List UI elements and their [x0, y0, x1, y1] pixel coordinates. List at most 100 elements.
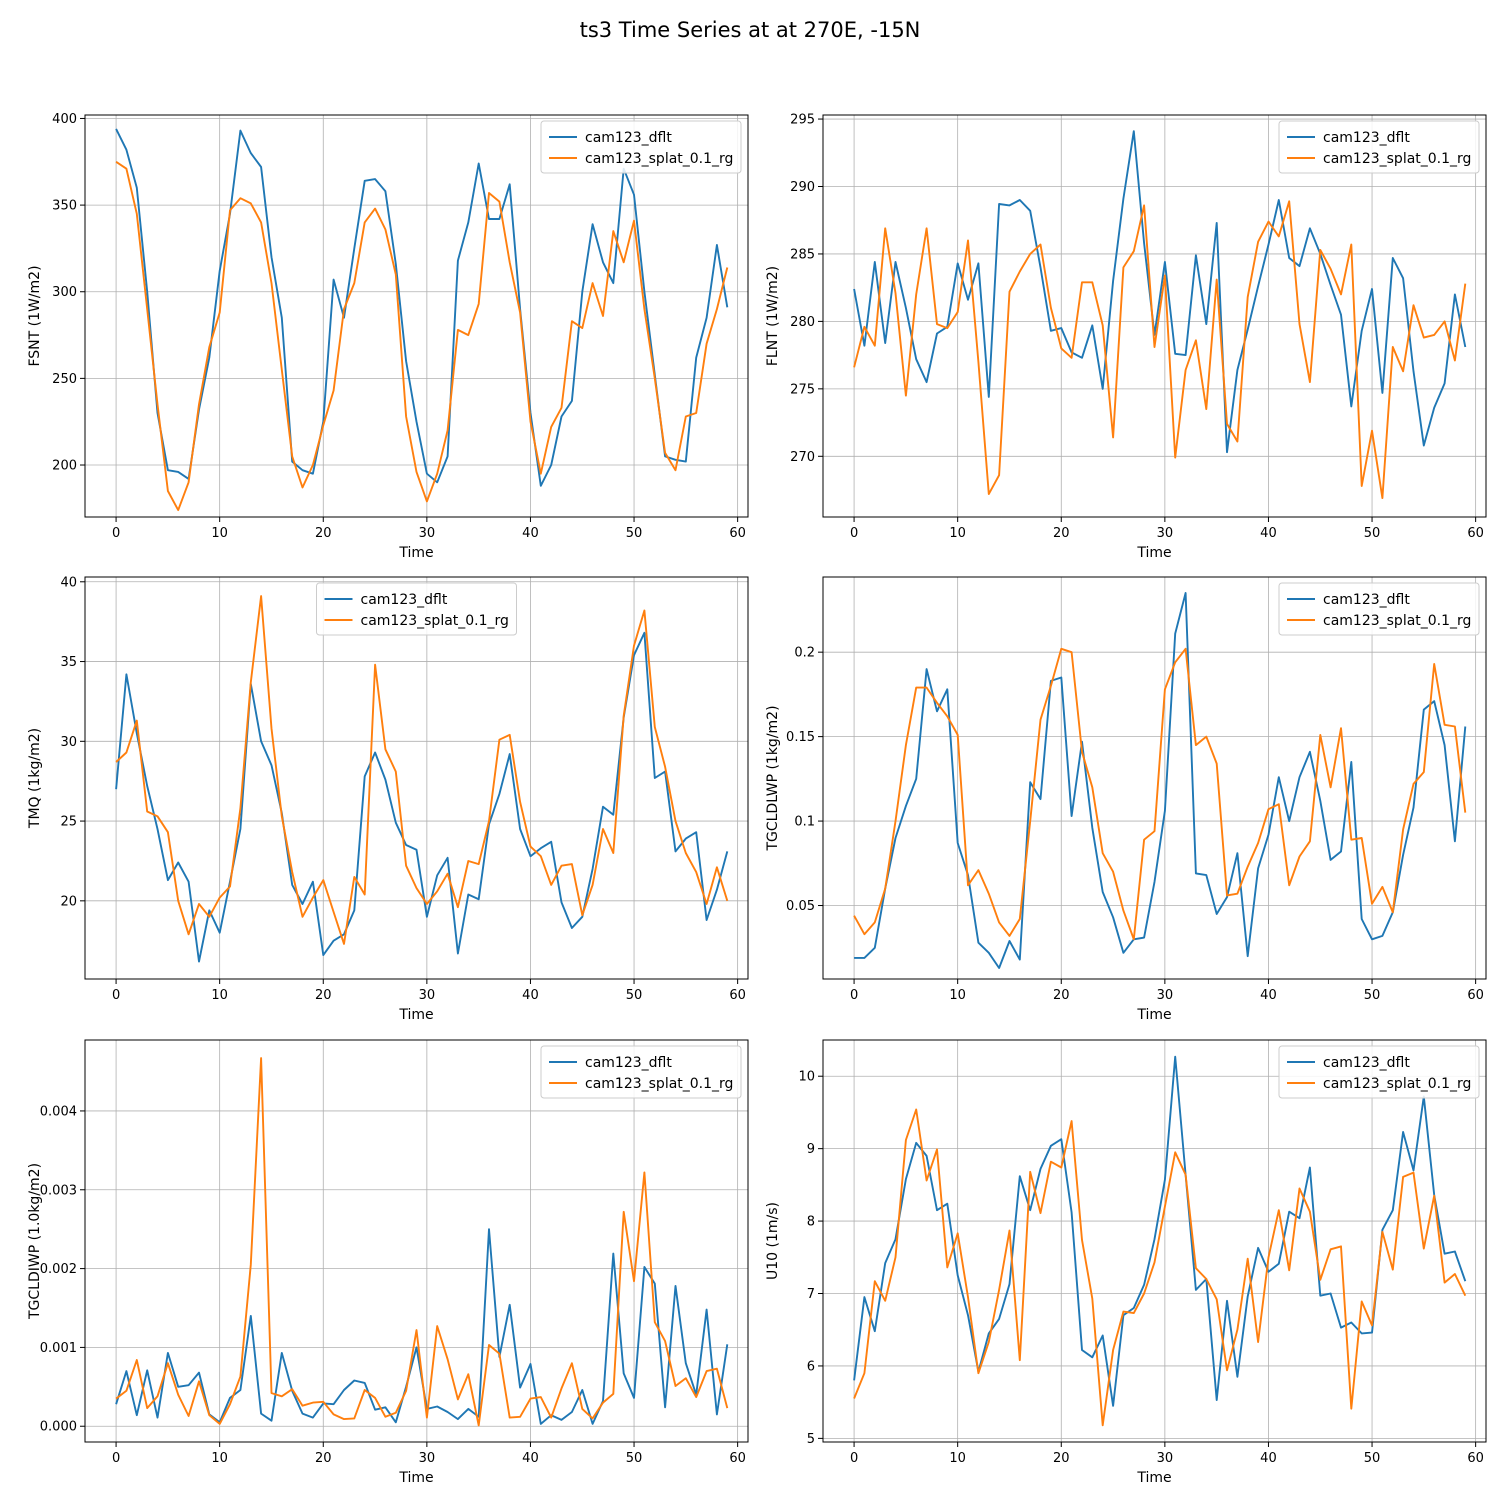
x-tick-label: 50 — [1364, 1451, 1381, 1466]
x-tick-label: 30 — [419, 1451, 436, 1466]
y-axis-label: FSNT (1W/m2) — [27, 265, 43, 366]
series-line-splat — [853, 1108, 1467, 1427]
y-tick-label: 280 — [790, 315, 815, 330]
legend: cam123_dflt cam123_splat_0.1_rg — [540, 120, 742, 174]
legend-label: cam123_splat_0.1_rg — [1323, 613, 1471, 629]
x-tick-label: 50 — [1364, 526, 1381, 541]
y-axis-label: TMQ (1kg/m2) — [27, 728, 43, 829]
y-tick-label: 200 — [52, 459, 77, 474]
series-line-dflt — [854, 592, 1467, 969]
legend-label: cam123_dflt — [1323, 592, 1410, 608]
x-tick-label: 30 — [1157, 1451, 1174, 1466]
y-tick-label: 7 — [807, 1287, 815, 1302]
x-tick-label: 10 — [949, 526, 966, 541]
figure-title: ts3 Time Series at at 270E, -15N — [580, 18, 921, 42]
y-axis-label: U10 (1m/s) — [765, 1202, 781, 1280]
legend-label: cam123_dflt — [585, 130, 672, 146]
y-axis-label: FLNT (1W/m2) — [765, 266, 781, 366]
y-tick-label: 0.001 — [40, 1341, 77, 1356]
legend-label: cam123_dflt — [1323, 130, 1410, 146]
y-tick-label: 290 — [790, 180, 815, 195]
x-axis-label: Time — [398, 545, 433, 561]
y-tick-label: 30 — [60, 735, 77, 750]
x-tick-label: 20 — [1053, 1451, 1070, 1466]
legend-label: cam123_splat_0.1_rg — [585, 1076, 733, 1092]
y-tick-label: 285 — [790, 247, 815, 262]
series-line-splat — [853, 647, 1467, 941]
axes-frame — [822, 114, 1487, 518]
series-line-splat — [115, 595, 729, 945]
x-tick-label: 30 — [1157, 988, 1174, 1003]
x-tick-label: 60 — [729, 988, 746, 1003]
y-tick-label: 0.003 — [40, 1183, 77, 1198]
axes-frame — [822, 576, 1487, 980]
legend-label: cam123_splat_0.1_rg — [1323, 1076, 1471, 1092]
x-tick-label: 60 — [1467, 988, 1484, 1003]
y-tick-label: 20 — [60, 894, 77, 909]
legend-box — [540, 1045, 742, 1099]
y-tick-label: 8 — [807, 1215, 815, 1230]
y-axis-label: TGCLDLWP (1kg/m2) — [765, 705, 781, 851]
x-tick-label: 0 — [112, 1451, 120, 1466]
y-tick-label: 295 — [790, 113, 815, 128]
y-tick-label: 250 — [52, 372, 77, 387]
y-tick-label: 9 — [807, 1142, 815, 1157]
x-tick-label: 60 — [729, 1451, 746, 1466]
axes-frame — [84, 576, 749, 980]
y-tick-label: 0.004 — [40, 1104, 77, 1119]
x-tick-label: 0 — [112, 988, 120, 1003]
legend-box — [1278, 1045, 1480, 1099]
x-tick-label: 10 — [949, 988, 966, 1003]
legend: cam123_dflt cam123_splat_0.1_rg — [1278, 120, 1480, 174]
subplot-5: 0 10 20 30 40 50 60 0.000 0.001 0.002 0.003 0.004 Ti… — [27, 1039, 749, 1486]
subplot-4: 0 10 20 30 40 50 60 0.05 0.1 0.15 0.2 Time TGCLDLWP … — [765, 576, 1487, 1023]
legend-box — [1278, 582, 1480, 636]
x-tick-label: 20 — [315, 988, 332, 1003]
y-tick-label: 400 — [52, 112, 77, 127]
y-tick-label: 0.000 — [40, 1420, 77, 1435]
legend: cam123_dflt cam123_splat_0.1_rg — [1278, 582, 1480, 636]
x-tick-label: 10 — [211, 526, 228, 541]
x-tick-label: 40 — [1260, 988, 1277, 1003]
y-tick-label: 10 — [798, 1070, 815, 1085]
y-tick-label: 0.002 — [40, 1262, 77, 1277]
x-tick-label: 10 — [211, 988, 228, 1003]
x-tick-label: 0 — [850, 1451, 858, 1466]
series-line-splat — [115, 1057, 729, 1427]
series-line-dflt — [853, 130, 1467, 454]
x-tick-label: 50 — [626, 526, 643, 541]
legend: cam123_dflt cam123_splat_0.1_rg — [540, 1045, 742, 1099]
legend-label: cam123_dflt — [585, 1055, 672, 1071]
axes-frame — [84, 1039, 749, 1443]
legend: cam123_dflt cam123_splat_0.1_rg — [1278, 1045, 1480, 1099]
x-tick-label: 40 — [1260, 526, 1277, 541]
x-tick-label: 40 — [1260, 1451, 1277, 1466]
y-tick-label: 350 — [52, 199, 77, 214]
x-axis-label: Time — [1136, 1007, 1171, 1023]
x-tick-label: 40 — [522, 1451, 539, 1466]
x-tick-label: 20 — [315, 526, 332, 541]
x-tick-label: 50 — [626, 988, 643, 1003]
x-tick-label: 20 — [315, 1451, 332, 1466]
x-tick-label: 60 — [1467, 526, 1484, 541]
x-tick-label: 30 — [419, 526, 436, 541]
subplot-6: 0 10 20 30 40 50 60 5 6 7 8 9 10 Time U10 (1m/s) cam123… — [765, 1039, 1487, 1486]
x-axis-label: Time — [398, 1470, 433, 1486]
legend-label: cam123_dflt — [361, 592, 448, 608]
y-tick-label: 0.2 — [794, 646, 815, 661]
x-tick-label: 50 — [626, 1451, 643, 1466]
subplot-3: 0 10 20 30 40 50 60 20 25 30 35 40 Time TMQ (1kg/m2) c… — [27, 575, 749, 1023]
legend-label: cam123_dflt — [1323, 1055, 1410, 1071]
x-tick-label: 10 — [949, 1451, 966, 1466]
y-tick-label: 275 — [790, 382, 815, 397]
series-line-dflt — [853, 1055, 1467, 1407]
legend-label: cam123_splat_0.1_rg — [361, 613, 509, 629]
legend-label: cam123_splat_0.1_rg — [1323, 151, 1471, 167]
legend-box — [540, 120, 742, 174]
x-tick-label: 0 — [850, 526, 858, 541]
x-tick-label: 50 — [1364, 988, 1381, 1003]
x-tick-label: 40 — [522, 526, 539, 541]
